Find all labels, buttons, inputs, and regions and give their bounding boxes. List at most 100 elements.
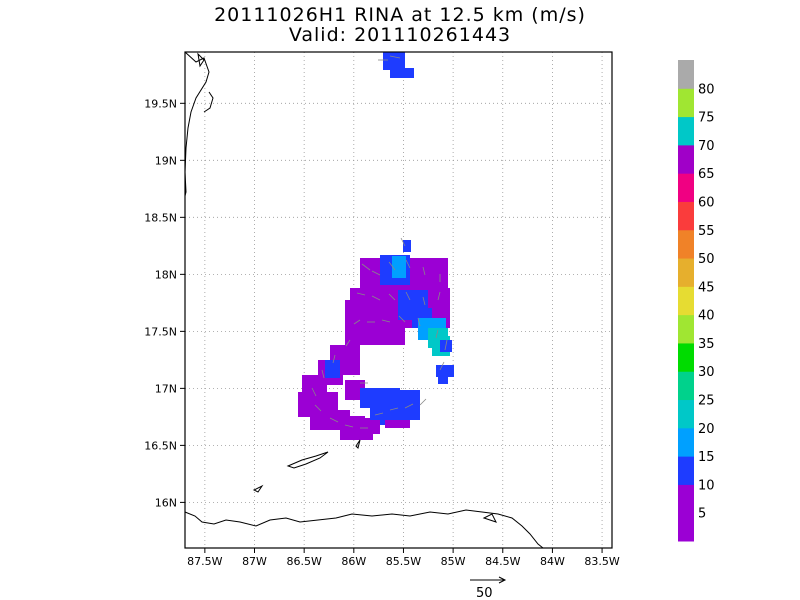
latitude-axis: 16N 16.5N 17N 17.5N 18N 18.5N 19N 19.5N [144, 97, 185, 509]
coastline-island-top [197, 52, 205, 68]
wind-vector [381, 319, 391, 323]
colorbar-label: 45 [698, 280, 715, 295]
wind-vector [371, 270, 381, 276]
wind-vector [417, 317, 421, 327]
colorbar-label: 65 [698, 167, 715, 182]
lat-tick-label: 19.5N [144, 97, 177, 110]
wind-cell [383, 52, 405, 70]
colorbar-label: 70 [698, 139, 715, 154]
reference-label: 50 [476, 586, 493, 600]
colorbar-swatch [678, 286, 694, 316]
wind-vector [400, 237, 406, 247]
colorbar-swatch [678, 258, 694, 287]
wind-cell [325, 360, 340, 378]
colorbar-swatch [678, 427, 694, 457]
wind-vector [374, 412, 384, 416]
colorbar-label: 5 [698, 507, 706, 522]
lat-tick-label: 17N [155, 382, 177, 395]
colorbar: 5 10 15 20 25 30 35 40 45 50 55 60 65 70 75 80 [678, 60, 715, 542]
lon-tick-label: 85.5W [386, 555, 421, 568]
wind-vector [389, 407, 399, 411]
colorbar-swatch [678, 229, 694, 259]
wind-vectors [311, 55, 448, 429]
colorbar-swatch [678, 60, 694, 89]
colorbar-swatch [678, 314, 694, 344]
colorbar-swatch [678, 342, 694, 372]
reference-arrowhead [498, 576, 507, 584]
wind-vector [332, 354, 336, 364]
wind-vector [444, 339, 448, 351]
wind-vector [389, 55, 401, 59]
lat-tick-label: 16N [155, 496, 177, 509]
wind-cell [345, 300, 405, 345]
plot-frame [184, 51, 613, 549]
colorbar-swatch [678, 399, 694, 429]
colorbar-label: 15 [698, 450, 715, 465]
colorbar-swatch [678, 88, 694, 118]
lon-tick-label: 83.5W [584, 555, 619, 568]
wind-vector [329, 417, 339, 423]
colorbar-label: 35 [698, 337, 715, 352]
colorbar-swatch [678, 116, 694, 146]
colorbar-label: 55 [698, 224, 715, 239]
coastline-bay-island-4 [482, 513, 497, 523]
colorbar-label: 25 [698, 394, 715, 409]
coastline-bay-island-3 [355, 439, 361, 449]
wind-vector [422, 266, 426, 276]
colorbar-label: 30 [698, 365, 715, 380]
lon-tick-label: 86W [341, 555, 366, 568]
coastline-yucatan [184, 51, 210, 197]
wind-vector [437, 291, 441, 301]
wind-vector [439, 361, 445, 371]
colorbar-swatch [678, 484, 694, 514]
colorbar-swatch [678, 144, 694, 174]
lon-tick-label: 87W [242, 555, 267, 568]
wind-vector [388, 293, 396, 301]
lon-tick-label: 85W [441, 555, 466, 568]
wind-vector [422, 296, 426, 306]
colorbar-label: 60 [698, 195, 715, 210]
colorbar-label: 80 [698, 82, 715, 97]
wind-cell [438, 374, 448, 384]
colorbar-swatch [678, 173, 694, 202]
lon-tick-label: 87.5W [187, 555, 222, 568]
wind-vector [314, 404, 322, 412]
wind-cell [390, 68, 414, 78]
valid-time: Valid: 201110261443 [288, 24, 512, 46]
lat-tick-label: 18N [155, 268, 177, 281]
wind-vector [321, 369, 325, 379]
wind-cell [392, 256, 406, 278]
lon-tick-label: 84.5W [485, 555, 520, 568]
colorbar-label: 10 [698, 478, 715, 493]
colorbar-label: 40 [698, 309, 715, 324]
lon-tick-label: 84W [540, 555, 565, 568]
colorbar-label: 50 [698, 252, 715, 267]
wind-vector [405, 291, 411, 301]
plot-title: 20111026H1 RINA at 12.5 km (m/s) [214, 4, 586, 26]
lat-tick-label: 17.5N [144, 325, 177, 338]
wind-vector [388, 261, 396, 271]
wind-vector [435, 329, 439, 339]
colorbar-swatch [678, 512, 694, 542]
colorbar-label: 75 [698, 111, 715, 126]
coastline-bay-island-2 [252, 484, 264, 493]
coastline-bay-island-1 [286, 451, 329, 469]
coastline-honduras [184, 509, 544, 549]
longitude-axis: 87.5W 87W 86.5W 86W 85.5W 85W 84.5W 84W 83.5W [187, 548, 620, 568]
wind-vector [419, 398, 427, 406]
wind-field [298, 52, 454, 440]
colorbar-swatch [678, 201, 694, 231]
reference-vector: 50 [470, 576, 507, 600]
wind-vector [344, 424, 354, 428]
wind-vector [405, 259, 411, 269]
coastline-yucatan-inner [203, 91, 214, 113]
wind-vector [356, 292, 366, 296]
wind-vector [371, 295, 381, 301]
wind-vector [311, 387, 317, 397]
lat-tick-label: 16.5N [144, 439, 177, 452]
wind-vector [398, 315, 406, 323]
wind-vector [404, 403, 414, 409]
colorbar-swatch [678, 371, 694, 401]
lon-tick-label: 86.5W [286, 555, 321, 568]
